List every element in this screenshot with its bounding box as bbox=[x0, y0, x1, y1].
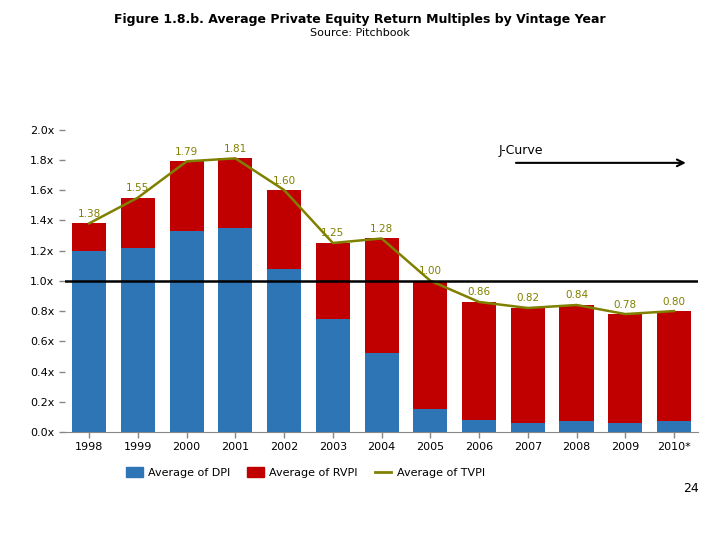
Text: 1.79: 1.79 bbox=[175, 147, 198, 157]
Bar bbox=[510, 423, 545, 432]
Bar bbox=[559, 421, 593, 432]
Text: 0.82: 0.82 bbox=[516, 293, 539, 303]
Text: 1.60: 1.60 bbox=[273, 176, 296, 186]
Bar bbox=[364, 353, 399, 432]
Text: 1.38: 1.38 bbox=[78, 209, 101, 219]
Average of TVPI bbox=[572, 302, 581, 308]
Text: 0.84: 0.84 bbox=[565, 291, 588, 300]
Text: 24: 24 bbox=[683, 482, 698, 495]
Bar bbox=[462, 420, 496, 432]
Text: © Cumming & Johan (2013): © Cumming & Johan (2013) bbox=[12, 516, 186, 529]
Bar bbox=[72, 224, 107, 251]
Bar bbox=[657, 421, 691, 432]
Text: 0.86: 0.86 bbox=[467, 287, 490, 298]
Average of TVPI bbox=[523, 305, 532, 311]
Bar bbox=[608, 423, 642, 432]
Bar bbox=[657, 311, 691, 421]
Text: 1.28: 1.28 bbox=[370, 224, 393, 234]
Average of TVPI bbox=[182, 158, 191, 165]
Bar bbox=[121, 198, 155, 247]
Text: Figure 1.8.b. Average Private Equity Return Multiples by Vintage Year: Figure 1.8.b. Average Private Equity Ret… bbox=[114, 14, 606, 26]
Bar bbox=[170, 231, 204, 432]
Average of TVPI bbox=[426, 278, 435, 284]
Legend: Average of DPI, Average of RVPI, Average of TVPI: Average of DPI, Average of RVPI, Average… bbox=[122, 463, 490, 482]
Bar bbox=[510, 308, 545, 423]
Text: 1.55: 1.55 bbox=[126, 183, 150, 193]
Text: 0.78: 0.78 bbox=[613, 300, 637, 309]
Text: 1.81: 1.81 bbox=[224, 144, 247, 154]
Average of TVPI bbox=[134, 194, 143, 201]
Bar bbox=[364, 239, 399, 353]
Bar bbox=[462, 302, 496, 420]
Average of TVPI bbox=[85, 220, 94, 227]
Bar bbox=[218, 228, 253, 432]
Average of TVPI bbox=[377, 235, 386, 242]
Bar bbox=[316, 319, 350, 432]
Text: 0.80: 0.80 bbox=[662, 296, 685, 307]
Average of TVPI bbox=[474, 299, 483, 305]
Bar bbox=[316, 243, 350, 319]
Bar bbox=[170, 161, 204, 231]
Text: J-Curve: J-Curve bbox=[498, 144, 543, 157]
Bar bbox=[121, 247, 155, 432]
Bar bbox=[413, 281, 447, 409]
Average of TVPI bbox=[280, 187, 289, 193]
Average of TVPI bbox=[621, 311, 629, 318]
Bar bbox=[218, 158, 253, 228]
Average of TVPI bbox=[231, 155, 240, 161]
Average of TVPI bbox=[328, 240, 337, 246]
Line: Average of TVPI: Average of TVPI bbox=[89, 158, 674, 314]
Bar bbox=[267, 190, 301, 269]
Bar bbox=[559, 305, 593, 421]
Text: Venture Capital and Private Equity Contracting: Venture Capital and Private Equity Contr… bbox=[312, 516, 605, 529]
Bar bbox=[267, 269, 301, 432]
Text: Source: Pitchbook: Source: Pitchbook bbox=[310, 28, 410, 38]
Bar bbox=[72, 251, 107, 432]
Text: 1.00: 1.00 bbox=[419, 266, 442, 276]
Text: 1.25: 1.25 bbox=[321, 228, 344, 239]
Bar bbox=[413, 409, 447, 432]
Bar bbox=[608, 314, 642, 423]
Average of TVPI bbox=[670, 308, 678, 314]
